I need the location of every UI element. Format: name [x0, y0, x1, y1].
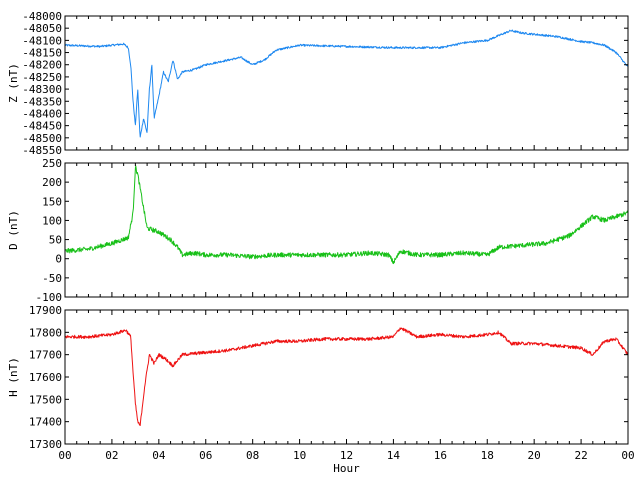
- y-tick-label-z: -48550: [22, 144, 62, 157]
- y-tick-label-z: -48500: [22, 132, 62, 145]
- y-axis-label-h: H (nT): [7, 357, 20, 397]
- y-tick-label-z: -48450: [22, 120, 62, 133]
- x-tick-label: 02: [105, 449, 118, 462]
- y-axis-label-z: Z (nT): [7, 63, 20, 103]
- x-tick-label: 14: [387, 449, 401, 462]
- series-d-trace: [64, 165, 629, 265]
- series-h-trace: [64, 327, 629, 426]
- x-tick-label: 06: [199, 449, 212, 462]
- y-tick-label-d: 0: [55, 253, 62, 266]
- y-tick-label-h: 17400: [29, 416, 62, 429]
- y-tick-label-z: -48300: [22, 83, 62, 96]
- y-tick-label-h: 17600: [29, 371, 62, 384]
- y-tick-label-z: -48400: [22, 107, 62, 120]
- x-tick-label: 22: [574, 449, 587, 462]
- x-tick-label: 12: [340, 449, 353, 462]
- y-tick-label-d: 100: [42, 214, 62, 227]
- y-tick-label-z: -48150: [22, 47, 62, 60]
- series-z-trace: [64, 29, 629, 138]
- y-tick-label-d: 150: [42, 195, 62, 208]
- y-tick-label-z: -48000: [22, 10, 62, 23]
- panel-d: -100 -50 0 50 100 150 200 250 D (nT): [7, 157, 629, 304]
- y-tick-label-d: 200: [42, 176, 62, 189]
- y-tick-label-z: -48050: [22, 22, 62, 35]
- x-tick-label: 10: [293, 449, 306, 462]
- y-tick-label-d: 250: [42, 157, 62, 170]
- x-tick-label: 20: [528, 449, 541, 462]
- y-tick-label-h: 17700: [29, 349, 62, 362]
- x-tick-label: 18: [481, 449, 494, 462]
- x-tick-label: 04: [152, 449, 166, 462]
- y-tick-label-d: -50: [42, 272, 62, 285]
- y-tick-label-h: 17800: [29, 326, 62, 339]
- y-tick-label-h: 17500: [29, 393, 62, 406]
- y-tick-label-h: 17300: [29, 438, 62, 451]
- x-axis-label: Hour: [333, 462, 360, 475]
- y-tick-label-z: -48200: [22, 59, 62, 72]
- panel-z: -48000-48050-48100-48150-48200-48250-483…: [7, 10, 629, 157]
- y-tick-label-d: -100: [36, 291, 63, 304]
- y-tick-label-d: 50: [49, 234, 62, 247]
- y-axis-label-d: D (nT): [7, 210, 20, 250]
- x-tick-label: 16: [434, 449, 447, 462]
- y-tick-label-z: -48100: [22, 34, 62, 47]
- y-tick-label-z: -48250: [22, 71, 62, 84]
- panel-h: 17300 17400 17500 17600 17700 17800 17900 H (nT…: [7, 304, 629, 451]
- x-tick-label: 08: [246, 449, 259, 462]
- y-tick-label-h: 17900: [29, 304, 62, 317]
- panel-h-frame: [64, 309, 629, 445]
- x-tick-label: 00: [621, 449, 634, 462]
- x-tick-label: 00: [58, 449, 71, 462]
- y-tick-label-z: -48350: [22, 95, 62, 108]
